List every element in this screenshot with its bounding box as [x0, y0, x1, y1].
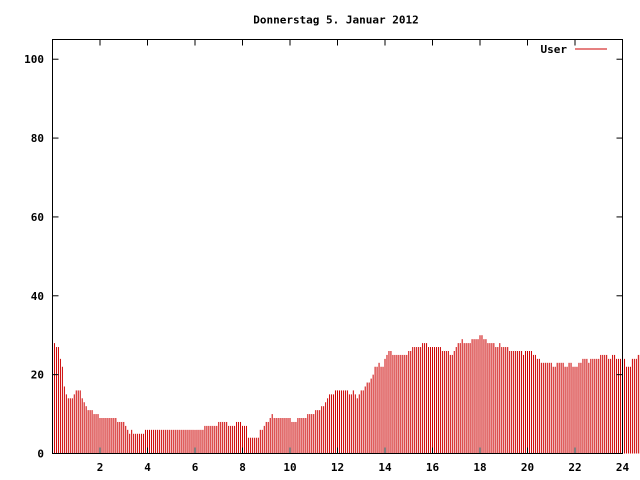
x-tick-label: 12: [331, 461, 344, 474]
y-tick-label: 60: [31, 211, 44, 224]
bars-group: [53, 335, 640, 454]
x-tick-label: 2: [97, 461, 104, 474]
y-tick-label: 20: [31, 369, 44, 382]
x-tick-label: 14: [378, 461, 392, 474]
y-tick-label: 100: [24, 53, 44, 66]
legend-label-user: User: [541, 43, 568, 56]
chart-title: Donnerstag 5. Januar 2012: [253, 14, 419, 27]
x-tick-label: 18: [473, 461, 486, 474]
x-tick-label: 6: [192, 461, 199, 474]
y-tick-label: 40: [31, 290, 44, 303]
x-tick-label: 8: [239, 461, 246, 474]
x-tick-label: 10: [283, 461, 296, 474]
x-tick-label: 16: [426, 461, 440, 474]
x-tick-label: 24: [616, 461, 630, 474]
y-tick-label: 0: [37, 448, 44, 461]
plot-frame: [52, 39, 623, 454]
x-tick-label: 4: [144, 461, 151, 474]
legend: User: [541, 43, 607, 56]
x-tick-label: 20: [521, 461, 534, 474]
y-tick-label: 80: [31, 132, 44, 145]
x-tick-label: 22: [568, 461, 581, 474]
